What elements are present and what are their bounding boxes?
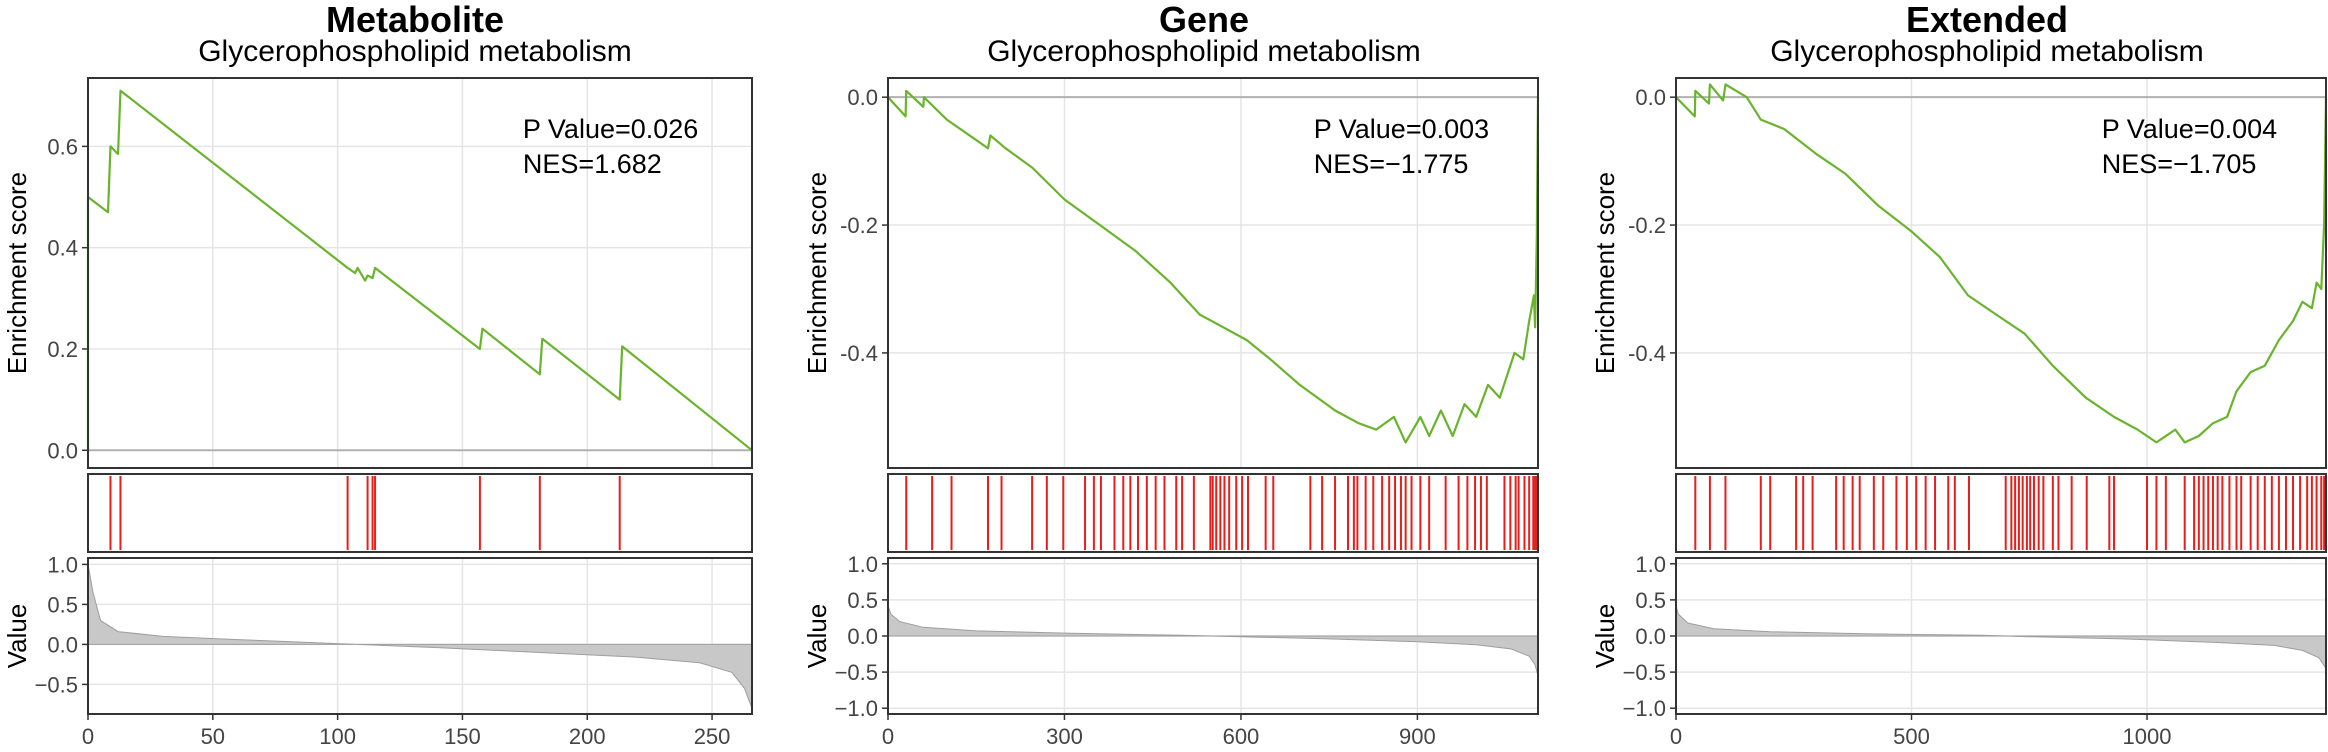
es-panel-background	[888, 78, 1538, 468]
value-ytick-label: 0.0	[847, 624, 878, 649]
es-ytick-label: 0.2	[47, 337, 78, 362]
es-ytick-label: 0.0	[47, 438, 78, 463]
value-ylabel: Value	[1590, 604, 1620, 669]
value-ytick-label: 0.5	[47, 592, 78, 617]
gsea-chart-extended: 0.0 -0.2 -0.4 Enrichment score P Value=0.004…	[1590, 77, 2328, 749]
value-bars	[1675, 605, 2327, 671]
gsea-chart-metabolite: 0.0 0.2 0.4 0.6 Enrichment score P Value=0.02…	[2, 77, 753, 749]
nes-annotation: NES=1.682	[523, 149, 662, 179]
value-xtick-label: 250	[694, 724, 731, 749]
value-ylabel: Value	[802, 604, 832, 669]
es-ylabel: Enrichment score	[802, 172, 832, 374]
value-ytick-label: −0.5	[1623, 660, 1666, 685]
enrichment-score-line	[1675, 83, 2328, 444]
p-value-annotation: P Value=0.003	[1314, 114, 1489, 144]
es-ytick-label: -0.4	[1628, 341, 1666, 366]
p-value-annotation: P Value=0.026	[523, 114, 698, 144]
es-ylabel: Enrichment score	[2, 172, 32, 374]
chart-subtitle: Glycerophospholipid metabolism	[987, 35, 1421, 68]
value-ylabel: Value	[2, 604, 32, 669]
es-ytick-label: 0.0	[1635, 85, 1666, 110]
panel-gene: Gene Glycerophospholipid metabolism 0.0 -…	[788, 0, 1550, 752]
value-xtick-label: 0	[82, 724, 94, 749]
value-xtick-label: 200	[569, 724, 606, 749]
chart-subtitle: Glycerophospholipid metabolism	[198, 35, 632, 68]
panel-metabolite: Metabolite Glycerophospholipid metabolis…	[0, 0, 770, 752]
es-ytick-label: 0.0	[847, 85, 878, 110]
value-xtick-label: 1000	[2123, 724, 2172, 749]
hit-panel-frame	[1675, 473, 2327, 553]
nes-annotation: NES=−1.775	[1314, 149, 1469, 179]
value-ytick-label: −0.5	[835, 660, 878, 685]
es-ytick-label: 0.4	[47, 236, 78, 261]
hit-panel-frame	[887, 473, 1539, 553]
es-panel-background	[88, 78, 752, 468]
chart-title: Gene	[1158, 0, 1250, 40]
value-ytick-label: 1.0	[47, 552, 78, 577]
value-xtick-label: 50	[201, 724, 225, 749]
nes-annotation: NES=−1.705	[2102, 149, 2257, 179]
value-xtick-label: 0	[1670, 724, 1682, 749]
value-ytick-label: −0.5	[35, 672, 78, 697]
value-ytick-label: 1.0	[847, 552, 878, 577]
value-ytick-label: 0.0	[1635, 624, 1666, 649]
value-ytick-label: 0.5	[847, 588, 878, 613]
p-value-annotation: P Value=0.004	[2102, 114, 2277, 144]
value-panel-frame	[1675, 557, 2327, 715]
value-ytick-label: 0.5	[1635, 588, 1666, 613]
value-xtick-label: 100	[319, 724, 356, 749]
es-panel-frame	[87, 77, 753, 469]
chart-subtitle: Glycerophospholipid metabolism	[1770, 35, 2204, 68]
es-ytick-label: -0.2	[1628, 213, 1666, 238]
hit-panel-frame	[87, 473, 753, 553]
gsea-chart-gene: 0.0 -0.2 -0.4 Enrichment score P Value=0.003…	[802, 77, 1540, 749]
value-ytick-label: −1.0	[835, 696, 878, 721]
value-xtick-label: 900	[1399, 724, 1436, 749]
value-ytick-label: 0.0	[47, 632, 78, 657]
value-xtick-label: 0	[882, 724, 894, 749]
panel-extended: Extended Glycerophospholipid metabolism …	[1576, 0, 2328, 752]
enrichment-score-line	[887, 89, 1540, 444]
value-ytick-label: −1.0	[1623, 696, 1666, 721]
es-panel-background	[1676, 78, 2326, 468]
value-panel-frame	[887, 557, 1539, 715]
es-ytick-label: -0.2	[840, 213, 878, 238]
value-xtick-label: 500	[1893, 724, 1930, 749]
value-xtick-label: 300	[1046, 724, 1083, 749]
es-panel-frame	[887, 77, 1539, 469]
value-bars	[87, 564, 753, 709]
value-bars	[887, 605, 1539, 676]
es-ytick-label: -0.4	[840, 341, 878, 366]
value-panel-frame	[87, 557, 753, 715]
es-ylabel: Enrichment score	[1590, 172, 1620, 374]
value-ytick-label: 1.0	[1635, 552, 1666, 577]
es-panel-frame	[1675, 77, 2327, 469]
es-ytick-label: 0.6	[47, 134, 78, 159]
enrichment-score-line	[86, 89, 753, 452]
value-xtick-label: 150	[444, 724, 481, 749]
value-xtick-label: 600	[1223, 724, 1260, 749]
chart-title: Metabolite	[325, 0, 504, 40]
chart-title: Extended	[1905, 0, 2069, 40]
